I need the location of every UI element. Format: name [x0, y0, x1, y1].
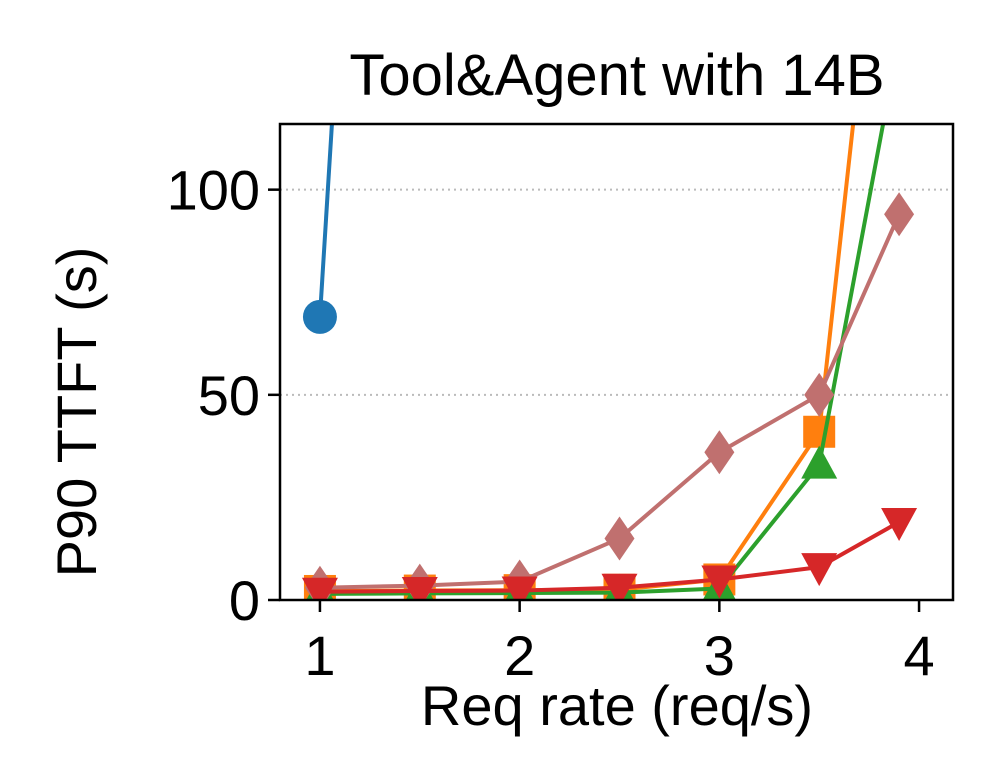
data-point-diamond [604, 516, 635, 561]
data-point-triangle-up [801, 445, 838, 479]
data-point-triangle-down [701, 565, 738, 599]
data-point-circle [302, 299, 337, 334]
series-3 [306, 124, 886, 600]
data-point-diamond [704, 430, 735, 475]
y-tick-label: 50 [198, 364, 260, 427]
x-tick-label: 3 [704, 624, 735, 687]
y-tick-label: 0 [229, 569, 260, 632]
y-tick-label: 100 [167, 159, 260, 222]
series-2 [303, 124, 856, 600]
data-point-triangle-down [601, 573, 638, 600]
axes-frame [278, 122, 955, 602]
data-point-square [803, 415, 836, 448]
x-tick-label: 2 [504, 624, 535, 687]
data-point-diamond [804, 372, 835, 417]
x-axis-label: Req rate (req/s) [421, 674, 813, 737]
data-point-triangle-down [401, 576, 438, 600]
data-point-triangle-down [501, 576, 538, 600]
plot-area [301, 124, 918, 600]
series-5 [301, 508, 918, 600]
data-point-triangle-down [301, 577, 338, 600]
data-point-diamond [884, 192, 915, 237]
series-4 [304, 192, 915, 600]
series-1 [302, 124, 337, 334]
series-line [319, 124, 886, 596]
data-point-triangle-down [801, 553, 838, 587]
axes: 1 2 3 4 0 50 100 [167, 122, 955, 687]
x-tick-label: 1 [304, 624, 335, 687]
grid-lines [280, 188, 953, 396]
x-tick-label: 4 [903, 624, 934, 687]
chart-title: Tool&Agent with 14B [349, 43, 884, 108]
y-axis-label: P90 TTFT (s) [45, 247, 108, 578]
series-line [317, 124, 334, 317]
data-point-triangle-down [881, 508, 918, 542]
